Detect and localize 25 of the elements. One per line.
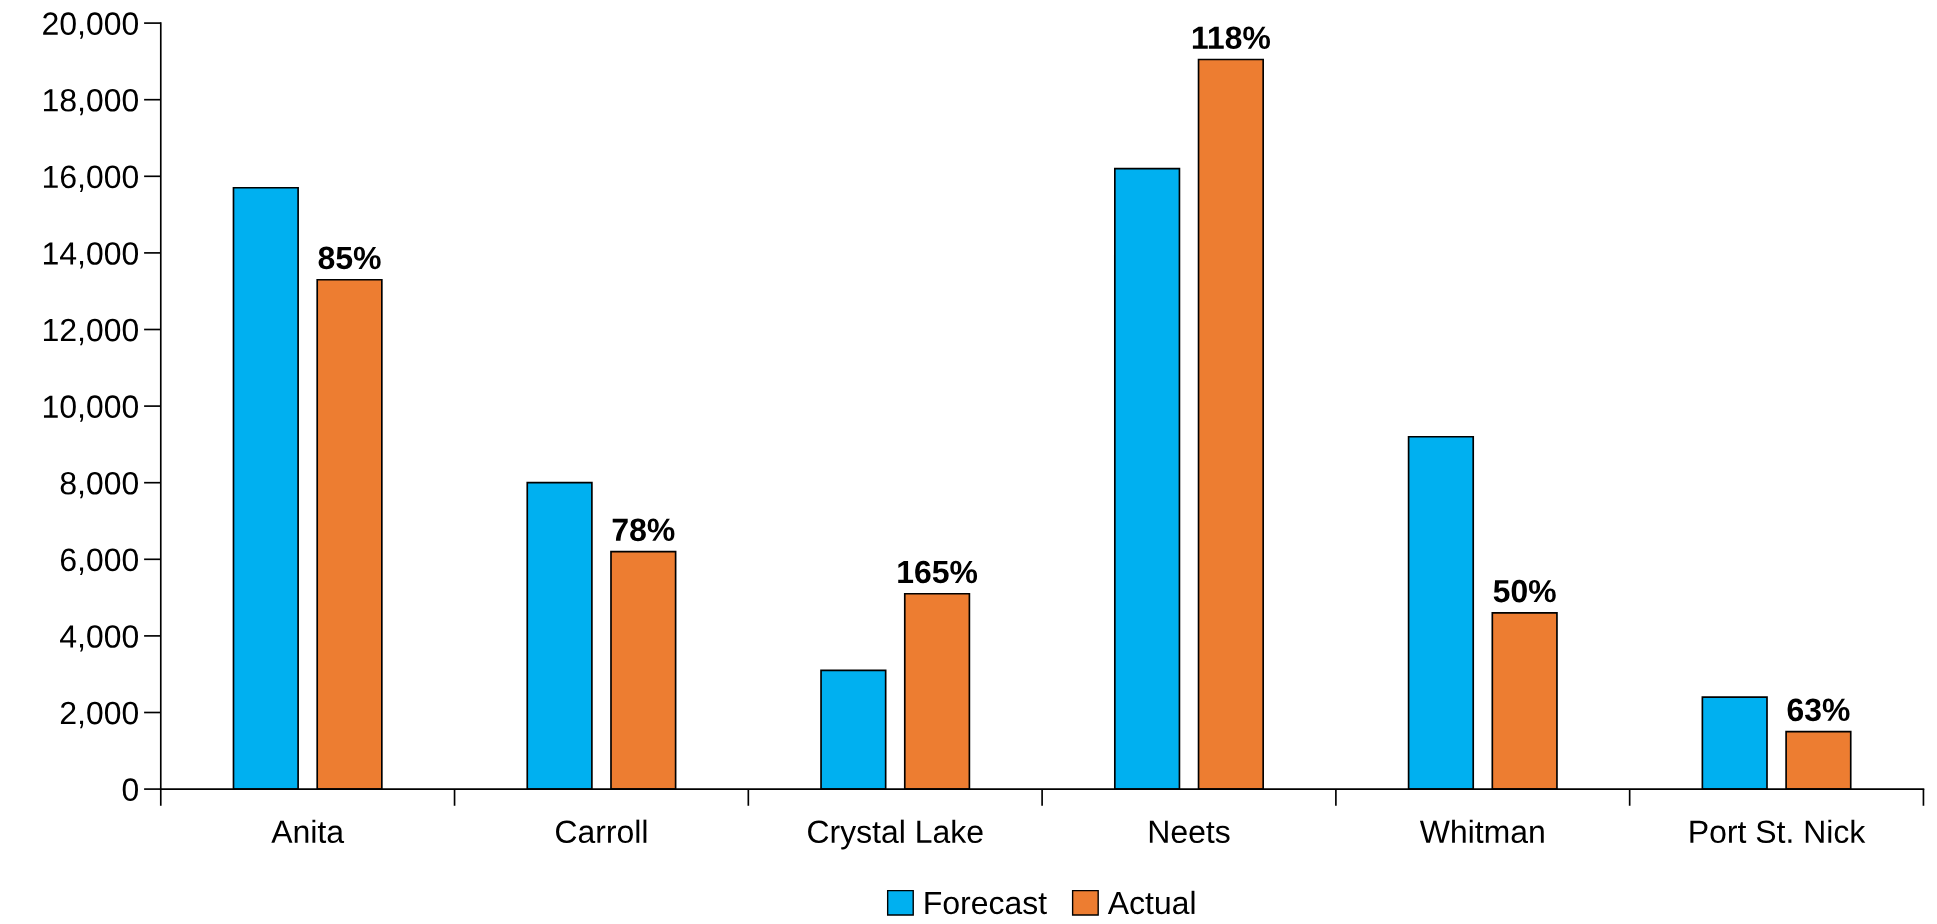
y-tick-label: 8,000 — [60, 471, 138, 499]
y-tick-label: 10,000 — [43, 395, 138, 422]
y-tick-label: 6,000 — [60, 548, 138, 575]
x-tick-label: Crystal Lake — [808, 819, 983, 850]
y-tick-label: 2,000 — [60, 701, 138, 729]
y-tick-label: 14,000 — [43, 242, 138, 269]
y-tick-label: 20,000 — [43, 12, 138, 39]
y-tick-label: 12,000 — [43, 318, 138, 346]
annotation: 50% — [1493, 579, 1556, 603]
y-tick-label: 16,000 — [43, 165, 138, 192]
annotation: 63% — [1787, 698, 1850, 722]
y-tick-label: 18,000 — [43, 88, 138, 116]
y-tick-label: 0 — [122, 778, 138, 801]
legend-label: Forecast — [925, 891, 1047, 915]
legend-label: Actual — [1107, 890, 1195, 915]
x-tick-label: Port St. Nick — [1690, 819, 1866, 844]
annotation: 165% — [898, 560, 978, 584]
x-tick-label: Whitman — [1419, 819, 1544, 844]
x-tick-label: Neets — [1149, 820, 1230, 844]
y-tick-label: 4,000 — [60, 625, 138, 652]
x-tick-label: Carroll — [556, 819, 647, 844]
x-tick-label: Anita — [271, 819, 345, 844]
annotation: 85% — [318, 246, 381, 270]
annotation: 78% — [612, 518, 675, 542]
annotation: 118% — [1192, 26, 1270, 49]
